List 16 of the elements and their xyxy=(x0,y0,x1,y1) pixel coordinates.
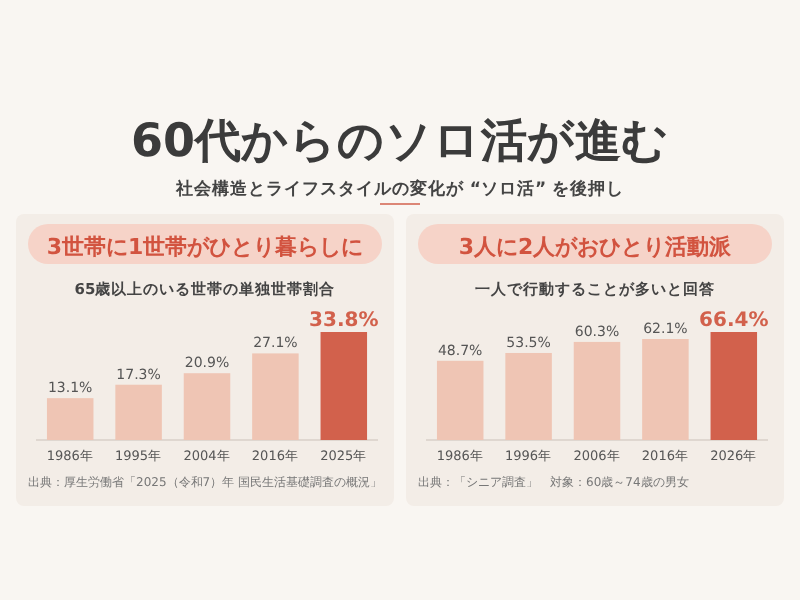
bar xyxy=(115,384,162,440)
bar xyxy=(252,353,299,440)
bar xyxy=(573,341,621,440)
bar xyxy=(320,332,368,440)
data-label: 33.8% xyxy=(309,310,379,332)
bar xyxy=(46,398,94,440)
bar xyxy=(183,373,231,440)
chart-title: 3世帯に1世帯がひとり暮らしに xyxy=(46,234,364,260)
bar xyxy=(436,360,484,440)
bar xyxy=(710,332,758,440)
chart-title: 3人に2人がおひとり活動派 xyxy=(458,234,734,260)
bar xyxy=(505,352,552,440)
data-label: 66.4% xyxy=(699,310,769,332)
bar xyxy=(642,338,689,440)
text: 60代からのソロ活が進む xyxy=(130,116,670,168)
text: 社会構造とライフスタイルの変化が “ソロ活” を後押し xyxy=(173,178,625,200)
